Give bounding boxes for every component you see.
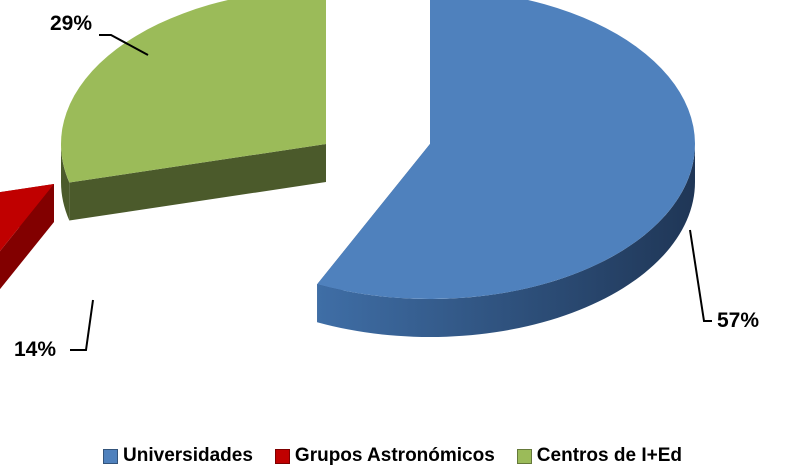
legend-label-centros-ied: Centros de I+Ed bbox=[536, 445, 682, 466]
pie-slice-grupos-astronomicos bbox=[0, 184, 54, 290]
leader-line-label-57 bbox=[689, 229, 712, 322]
pie-slice-centros-de-i-ed bbox=[61, 0, 326, 221]
slice-top-universidades bbox=[317, 0, 695, 299]
legend-item-centros-ied: Centros de I+Ed bbox=[516, 445, 682, 466]
legend: Universidades Grupos Astronómicos Centro… bbox=[0, 446, 785, 466]
legend-label-universidades: Universidades bbox=[123, 445, 253, 466]
data-label-label-29: 29% bbox=[50, 12, 92, 35]
leader-line-label-14 bbox=[70, 299, 94, 351]
legend-swatch-universidades bbox=[103, 448, 119, 464]
slice-side-universidades bbox=[317, 144, 695, 337]
data-label-label-14: 14% bbox=[14, 338, 56, 361]
legend-swatch-centros-ied bbox=[516, 448, 532, 464]
pie-chart: 57% 14% 29% bbox=[0, 0, 759, 361]
legend-item-universidades: Universidades bbox=[103, 446, 253, 466]
slice-cut-face-centros-de-i-ed-0 bbox=[69, 144, 326, 221]
slice-top-grupos-astronomicos bbox=[0, 184, 54, 252]
legend-swatch-grupos-astronomicos bbox=[274, 448, 290, 464]
legend-item-grupos-astronomicos: Grupos Astronómicos bbox=[274, 445, 495, 466]
legend-label-grupos-astronomicos: Grupos Astronómicos bbox=[294, 445, 495, 466]
leader-line-label-29 bbox=[99, 34, 149, 56]
slice-top-centros-de-i-ed bbox=[61, 0, 326, 183]
slice-side-centros-de-i-ed bbox=[61, 144, 70, 221]
data-label-label-57: 57% bbox=[717, 309, 759, 332]
pie-slice-universidades bbox=[317, 0, 695, 337]
